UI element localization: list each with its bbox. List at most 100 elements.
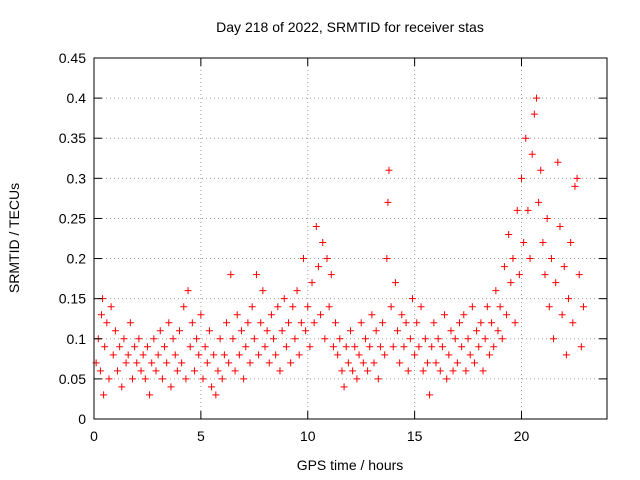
data-point bbox=[438, 343, 446, 351]
data-point bbox=[259, 287, 267, 295]
data-point bbox=[351, 343, 359, 351]
data-point bbox=[306, 343, 314, 351]
data-point bbox=[479, 367, 487, 375]
data-point bbox=[242, 343, 250, 351]
data-point bbox=[216, 335, 224, 343]
data-point bbox=[143, 343, 151, 351]
data-point bbox=[302, 327, 310, 335]
data-point bbox=[287, 359, 295, 367]
data-point bbox=[139, 351, 147, 359]
y-tick-label: 0 bbox=[78, 411, 86, 427]
data-point bbox=[537, 166, 545, 174]
data-point bbox=[543, 214, 551, 222]
data-point bbox=[332, 319, 340, 327]
data-point bbox=[359, 359, 367, 367]
data-point bbox=[411, 351, 419, 359]
data-point bbox=[274, 303, 282, 311]
y-tick-label: 0.15 bbox=[59, 291, 86, 307]
data-point bbox=[257, 319, 265, 327]
data-point bbox=[396, 359, 404, 367]
data-point bbox=[413, 319, 421, 327]
data-point bbox=[428, 343, 436, 351]
data-point bbox=[464, 335, 472, 343]
data-point bbox=[193, 335, 201, 343]
data-point bbox=[441, 311, 449, 319]
data-point bbox=[325, 303, 333, 311]
data-point bbox=[430, 319, 438, 327]
y-tick-label: 0.3 bbox=[67, 170, 87, 186]
data-point bbox=[547, 255, 555, 263]
data-point bbox=[404, 367, 412, 375]
data-point bbox=[447, 327, 455, 335]
data-point bbox=[483, 303, 491, 311]
data-point bbox=[122, 359, 130, 367]
data-point bbox=[141, 375, 149, 383]
data-point bbox=[571, 182, 579, 190]
data-point bbox=[272, 351, 280, 359]
data-point bbox=[449, 367, 457, 375]
data-point bbox=[126, 319, 134, 327]
data-point bbox=[518, 174, 525, 182]
data-point bbox=[379, 319, 387, 327]
data-point bbox=[265, 359, 273, 367]
data-point bbox=[387, 303, 395, 311]
data-point bbox=[513, 206, 521, 214]
data-point bbox=[415, 343, 423, 351]
data-point bbox=[522, 134, 530, 142]
data-point bbox=[466, 351, 474, 359]
data-point bbox=[176, 327, 183, 335]
data-point bbox=[188, 319, 196, 327]
data-point bbox=[299, 255, 307, 263]
data-point bbox=[137, 367, 145, 375]
data-point bbox=[128, 375, 136, 383]
data-point bbox=[475, 343, 483, 351]
data-point bbox=[402, 319, 410, 327]
data-point bbox=[246, 359, 254, 367]
data-point bbox=[270, 335, 278, 343]
data-point bbox=[208, 383, 216, 391]
data-point bbox=[214, 367, 222, 375]
data-point bbox=[96, 367, 104, 375]
data-point bbox=[231, 367, 239, 375]
data-point bbox=[374, 375, 382, 383]
data-point bbox=[124, 351, 132, 359]
data-point bbox=[310, 319, 318, 327]
data-point bbox=[577, 343, 585, 351]
data-point bbox=[158, 375, 166, 383]
data-point bbox=[468, 303, 476, 311]
data-point bbox=[100, 391, 108, 399]
data-point bbox=[562, 351, 570, 359]
data-point bbox=[550, 335, 558, 343]
data-point bbox=[97, 311, 105, 319]
chart-title: Day 218 of 2022, SRMTID for receiver sta… bbox=[216, 19, 484, 35]
data-point bbox=[340, 383, 348, 391]
data-point bbox=[308, 279, 316, 287]
data-point bbox=[342, 343, 350, 351]
data-point bbox=[554, 158, 562, 166]
data-point bbox=[349, 367, 357, 375]
data-point bbox=[498, 335, 506, 343]
data-point bbox=[485, 351, 493, 359]
data-point bbox=[376, 343, 384, 351]
data-point bbox=[146, 391, 154, 399]
data-point bbox=[267, 311, 275, 319]
data-point bbox=[336, 335, 344, 343]
data-point bbox=[473, 327, 481, 335]
data-point bbox=[304, 303, 312, 311]
y-tick-label: 0.25 bbox=[59, 210, 86, 226]
data-point bbox=[201, 343, 209, 351]
x-tick-label: 0 bbox=[90, 428, 98, 444]
data-point bbox=[237, 327, 245, 335]
data-point bbox=[212, 391, 220, 399]
data-point bbox=[526, 255, 534, 263]
data-point bbox=[445, 351, 453, 359]
data-point bbox=[161, 343, 169, 351]
data-point bbox=[398, 311, 406, 319]
data-point bbox=[295, 351, 303, 359]
data-point bbox=[169, 335, 177, 343]
data-point bbox=[178, 359, 186, 367]
data-point bbox=[111, 327, 119, 335]
y-axis-label: SRMTID / TECUs bbox=[6, 183, 22, 293]
data-point bbox=[579, 303, 587, 311]
data-point bbox=[361, 335, 369, 343]
